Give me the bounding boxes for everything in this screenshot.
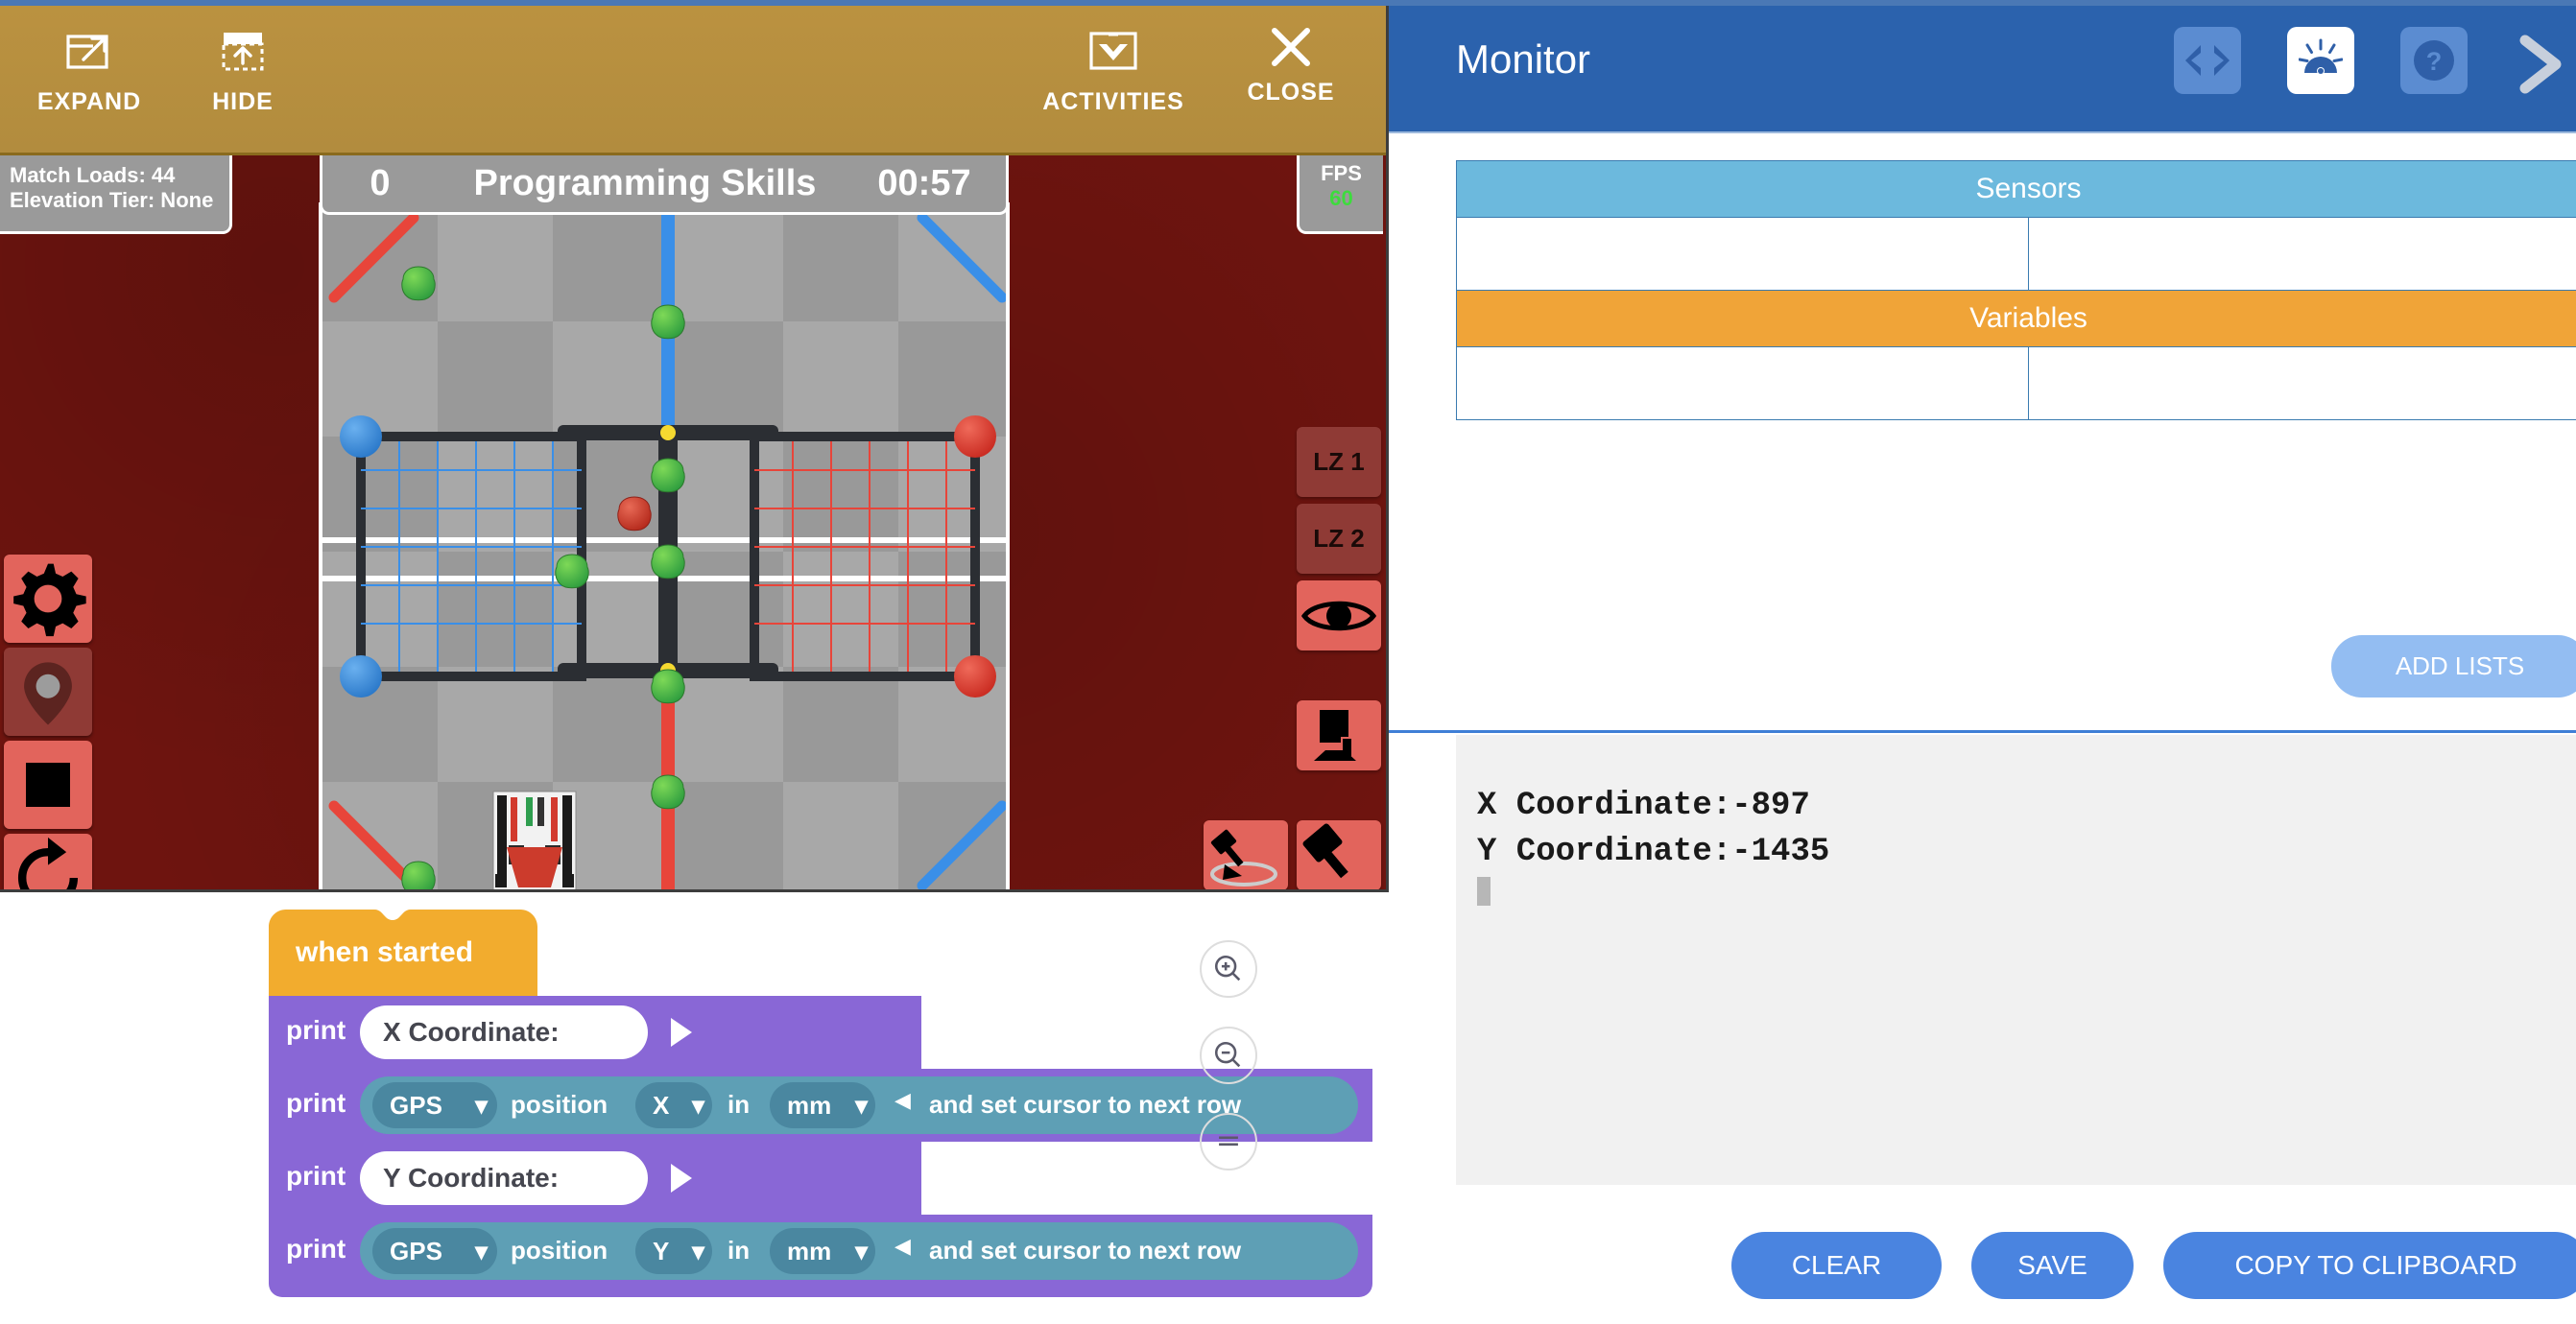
svg-text:?: ? [2426, 47, 2443, 76]
